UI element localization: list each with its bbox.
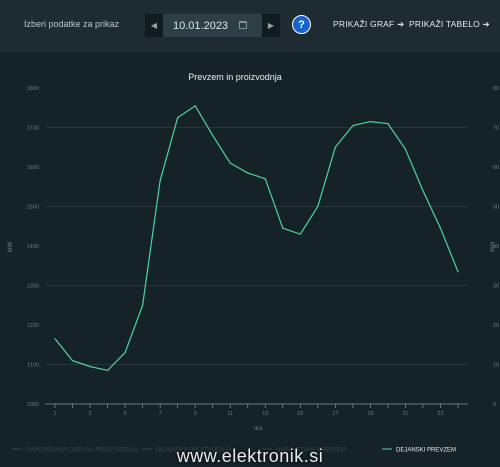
y-tick-label-right: 20 (493, 323, 499, 329)
x-tick-label: 21 (402, 411, 408, 417)
y-tick-label: 1100 (27, 363, 39, 369)
x-tick-label: 3 (89, 411, 92, 417)
data-point (387, 122, 389, 125)
data-point (282, 227, 284, 229)
y-tick-label-right: 60 (493, 165, 499, 171)
y-tick-label: 1400 (27, 244, 39, 250)
x-tick-label: 13 (262, 411, 268, 417)
show-table-label: PRIKAŽI TABELO (409, 19, 480, 29)
x-tick-label: 17 (332, 411, 338, 417)
arrow-right-icon: ➔ (482, 19, 490, 29)
help-button[interactable]: ? (292, 15, 311, 34)
chevron-right-icon: ▶ (267, 21, 275, 30)
y-tick-label: 1700 (27, 126, 39, 132)
y-tick-label: 1800 (27, 86, 39, 92)
data-point (71, 359, 74, 362)
y-tick-label-right: 80 (493, 86, 499, 92)
chart-title: Prevzem in proizvodnja (188, 72, 282, 82)
data-point (159, 180, 161, 182)
y-tick-label: 1600 (27, 165, 39, 171)
y-tick-label: 1000 (27, 402, 39, 408)
legend-item: NAPOVEDANA DNEVNA PROIZVODNJA (26, 448, 138, 453)
previous-day-button[interactable]: ◀ (145, 14, 163, 37)
data-point (194, 105, 196, 107)
calendar-icon[interactable] (239, 21, 247, 29)
watermark: www.elektronik.si (176, 446, 324, 466)
show-graph-link[interactable]: PRIKAŽI GRAF ➔ (333, 19, 404, 30)
y-axis-label-left: MW (8, 241, 14, 252)
y-tick-label: 1300 (27, 284, 39, 290)
x-tick-label: 11 (227, 411, 233, 417)
show-graph-label: PRIKAŽI GRAF (333, 19, 395, 29)
date-input[interactable] (163, 14, 262, 37)
data-point (317, 205, 319, 208)
x-tick-label: 7 (159, 411, 162, 417)
data-point (212, 134, 214, 136)
data-point (106, 369, 109, 372)
toolbar: Izberi podatke za prikaz ◀ ▶ ? PRIKAŽI G… (0, 0, 500, 52)
y-tick-label-right: 50 (493, 205, 499, 211)
y-tick-label: 1200 (27, 323, 39, 329)
y-axis-label-right: MW (488, 242, 494, 253)
data-point (299, 233, 301, 235)
data-point (229, 162, 231, 164)
y-tick-label-right: 30 (493, 284, 499, 290)
x-tick-label: 15 (297, 411, 303, 417)
legend-item: DEJANSKA PROIZVODNJA (156, 448, 232, 453)
chevron-left-icon: ◀ (150, 21, 158, 30)
data-point (334, 146, 336, 148)
data-point (264, 178, 266, 180)
y-tick-label: 1500 (27, 205, 39, 211)
data-point (352, 124, 354, 127)
data-point (177, 117, 179, 119)
y-tick-label-right: 70 (493, 126, 499, 132)
data-point (89, 365, 91, 368)
data-point (247, 172, 249, 174)
x-axis-label: ura (254, 426, 263, 432)
data-point (457, 271, 459, 273)
show-table-link[interactable]: PRIKAŽI TABELO ➔ (409, 19, 490, 30)
y-tick-label-right: 0 (493, 402, 496, 408)
arrow-right-icon: ➔ (397, 19, 405, 29)
series-line-dejanski-prevzem (54, 104, 459, 372)
date-picker: ◀ ▶ (145, 14, 280, 37)
x-tick-label: 1 (53, 411, 56, 417)
y-tick-label-right: 40 (493, 244, 499, 250)
data-point (439, 227, 442, 229)
y-tick-label-right: 10 (493, 363, 499, 369)
question-icon: ? (298, 18, 305, 31)
data-point (422, 190, 424, 192)
x-tick-label: 19 (367, 411, 373, 417)
data-point (369, 120, 371, 123)
chart-container: Prevzem in proizvodnja 1000 1100 1200 1300 1… (0, 52, 500, 454)
x-tick-label: 23 (437, 411, 443, 417)
select-data-label: Izberi podatke za prikaz (24, 19, 120, 29)
x-tick-label: 9 (194, 411, 197, 417)
x-tick-label: 5 (124, 411, 127, 417)
legend-item: NAPOVEDANI PREVZEM (276, 448, 346, 453)
next-day-button[interactable]: ▶ (262, 14, 280, 37)
data-point (54, 338, 56, 340)
data-point (142, 304, 144, 306)
data-point (404, 148, 407, 150)
data-point (124, 352, 126, 354)
legend-item: DEJANSKI PREVZEM (396, 448, 456, 453)
line-chart: Prevzem in proizvodnja 10001100120013001… (8, 72, 499, 454)
